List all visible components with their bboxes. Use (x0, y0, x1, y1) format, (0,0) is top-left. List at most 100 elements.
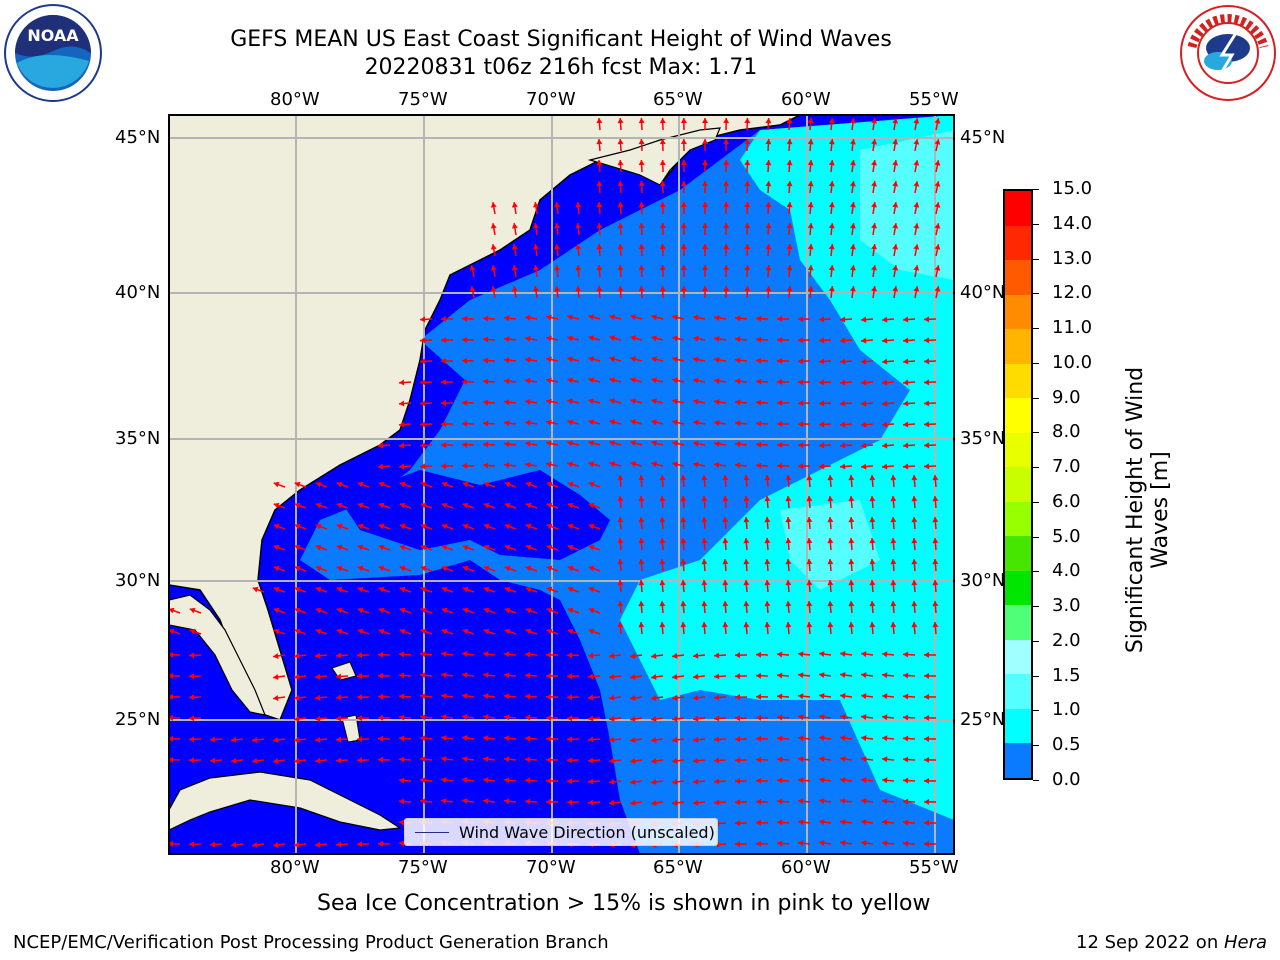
wind-wave-arrow-head (169, 607, 175, 614)
wind-wave-arrow-head (680, 517, 687, 523)
wind-wave-arrow-head (714, 378, 720, 384)
wind-wave-arrow-head (504, 693, 510, 700)
wind-wave-arrow-head (756, 399, 762, 406)
wind-wave-arrow-head (567, 694, 573, 701)
wind-wave-arrow-head (786, 286, 793, 292)
wind-wave-arrow-head (169, 693, 174, 700)
wind-wave-arrow-head (828, 286, 835, 292)
wind-wave-arrow-head (336, 523, 343, 530)
wind-wave-arrow-head (588, 502, 595, 509)
wind-wave-arrow-head (882, 400, 888, 407)
wind-wave-arrow-head (743, 601, 750, 607)
wind-wave-arrow-head (420, 544, 427, 551)
wind-wave-arrow-head (575, 223, 582, 229)
wind-wave-arrow-head (861, 714, 867, 721)
wind-wave-arrow-head (189, 628, 196, 635)
wind-wave-arrow-head (567, 607, 574, 614)
wind-wave-arrow-head (735, 673, 741, 680)
wind-wave-arrow-head (827, 580, 834, 586)
wind-wave-arrow-head (672, 736, 678, 743)
wind-wave-arrow-head (169, 840, 174, 847)
wind-wave-arrow-head (546, 735, 552, 742)
wind-wave-arrow-head (441, 651, 447, 658)
colorbar-tick-label: 2.0 (1052, 629, 1081, 651)
wind-wave-arrow-head (735, 778, 741, 785)
wind-wave-arrow-head (765, 139, 772, 145)
wind-wave-arrow-head (659, 160, 666, 166)
wind-wave-arrow-head (399, 586, 406, 593)
wind-wave-arrow-head (511, 202, 518, 208)
colorbar-tick-mark (1033, 293, 1039, 295)
wind-wave-arrow-head (315, 565, 322, 572)
colorbar-tick-mark (1033, 432, 1039, 434)
wind-wave-arrow-head (273, 737, 279, 743)
wind-wave-arrow-head (903, 400, 909, 407)
wind-wave-arrow-head (777, 420, 783, 427)
wind-wave-arrow-head (336, 481, 343, 488)
wind-wave-arrow-head (722, 601, 729, 607)
wind-wave-arrow-head (651, 377, 657, 384)
colorbar-segment (1005, 570, 1031, 606)
wind-wave-arrow-head (777, 441, 783, 448)
wind-wave-arrow-head (735, 315, 741, 322)
wind-wave-arrow-head (806, 559, 813, 565)
wind-wave-arrow-head (630, 356, 637, 363)
legend-line-icon (415, 831, 449, 833)
wind-wave-arrow-head (882, 693, 888, 700)
wind-wave-arrow-head (546, 544, 553, 551)
colorbar-tick-label: 13.0 (1052, 247, 1093, 269)
wind-wave-arrow-head (680, 286, 687, 292)
wind-wave-arrow-head (588, 628, 595, 635)
wind-wave-arrow-head (630, 398, 637, 405)
wind-wave-arrow-head (357, 628, 364, 635)
wind-wave-arrow-head (861, 379, 867, 386)
wind-wave-arrow-head (786, 160, 793, 166)
wind-wave-arrow-head (441, 463, 447, 470)
wind-wave-arrow-head (596, 244, 603, 250)
wind-wave-arrow-head (504, 565, 511, 572)
wind-wave-arrow-head (420, 337, 426, 344)
wind-wave-arrow-head (567, 778, 573, 785)
wind-wave-arrow-head (827, 475, 834, 481)
wind-wave-arrow-head (892, 181, 899, 187)
wind-wave-arrow-head (861, 693, 867, 700)
wind-wave-arrow-head (723, 160, 730, 166)
wind-wave-arrow-head (871, 286, 878, 292)
wind-wave-arrow-head (849, 118, 856, 124)
wind-wave-arrow-head (764, 538, 771, 544)
wind-wave-arrow-head (743, 475, 750, 481)
wind-wave-arrow-head (882, 735, 888, 742)
wind-wave-arrow-head (399, 565, 406, 572)
wind-wave-arrow-head (441, 358, 447, 365)
wind-wave-arrow-head (378, 840, 384, 847)
colorbar-tick-mark (1033, 745, 1039, 747)
wind-wave-arrow-head (702, 181, 709, 187)
colorbar-segment (1005, 294, 1031, 330)
wind-wave-arrow-head (723, 118, 730, 124)
colorbar-tick-mark (1033, 223, 1039, 225)
wind-wave-arrow-head (357, 565, 364, 572)
wind-wave-arrow-head (378, 442, 384, 449)
wind-wave-arrow-head (764, 496, 771, 502)
wind-wave-arrow-head (462, 336, 468, 343)
wind-wave-arrow-head (336, 652, 342, 659)
wind-wave-arrow-head (441, 481, 448, 488)
wind-wave-arrow-head (483, 672, 489, 679)
wind-wave-arrow-head (420, 586, 427, 593)
wind-wave-arrow-head (483, 462, 489, 469)
wind-wave-arrow-head (903, 358, 909, 365)
wind-wave-arrow-head (819, 358, 825, 365)
wind-wave-arrow-head (252, 841, 258, 848)
wind-wave-arrow-head (483, 607, 490, 614)
wind-wave-arrow-head (702, 223, 709, 229)
wind-wave-arrow-head (848, 496, 855, 502)
wind-wave-arrow-head (756, 735, 762, 742)
wind-wave-arrow-head (869, 496, 876, 502)
wind-wave-arrow-head (483, 502, 490, 509)
wind-wave-arrow-head (701, 622, 708, 628)
wind-wave-arrow-head (617, 265, 624, 271)
wind-wave-arrow-head (777, 693, 783, 700)
map-frame (168, 114, 955, 855)
wind-wave-arrow-head (924, 777, 930, 784)
wind-wave-arrow-head (714, 715, 720, 722)
